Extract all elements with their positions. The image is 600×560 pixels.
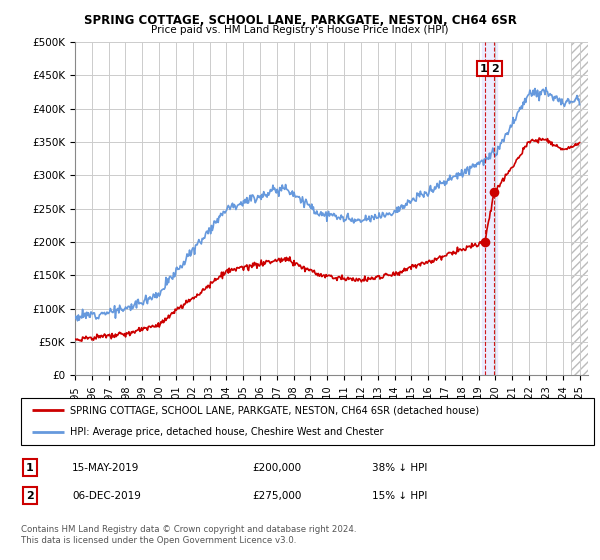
FancyBboxPatch shape <box>21 398 594 445</box>
Text: Contains HM Land Registry data © Crown copyright and database right 2024.
This d: Contains HM Land Registry data © Crown c… <box>21 525 356 545</box>
Text: 06-DEC-2019: 06-DEC-2019 <box>72 491 141 501</box>
Bar <box>571 42 588 375</box>
Bar <box>482 42 497 375</box>
Text: 15% ↓ HPI: 15% ↓ HPI <box>372 491 427 501</box>
Text: 2: 2 <box>491 64 499 74</box>
Text: HPI: Average price, detached house, Cheshire West and Chester: HPI: Average price, detached house, Ches… <box>70 427 383 437</box>
Text: SPRING COTTAGE, SCHOOL LANE, PARKGATE, NESTON, CH64 6SR: SPRING COTTAGE, SCHOOL LANE, PARKGATE, N… <box>83 14 517 27</box>
Text: Price paid vs. HM Land Registry's House Price Index (HPI): Price paid vs. HM Land Registry's House … <box>151 25 449 35</box>
Text: £200,000: £200,000 <box>252 463 301 473</box>
Text: 1: 1 <box>480 64 488 74</box>
Text: 2: 2 <box>26 491 34 501</box>
Text: £275,000: £275,000 <box>252 491 301 501</box>
Text: 15-MAY-2019: 15-MAY-2019 <box>72 463 139 473</box>
Text: 1: 1 <box>26 463 34 473</box>
Text: SPRING COTTAGE, SCHOOL LANE, PARKGATE, NESTON, CH64 6SR (detached house): SPRING COTTAGE, SCHOOL LANE, PARKGATE, N… <box>70 405 479 416</box>
Text: 38% ↓ HPI: 38% ↓ HPI <box>372 463 427 473</box>
